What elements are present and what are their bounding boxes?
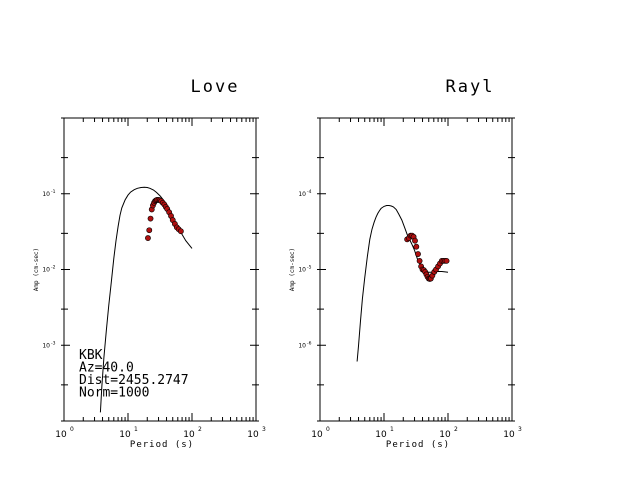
panel-2-observed-point: [413, 243, 420, 250]
panel-2-y-tick-exp: -4: [307, 189, 312, 195]
panel-1-observed-point: [145, 235, 151, 241]
panel-1-x-tick-exp: 0: [70, 426, 74, 433]
panel-2-y-axis-label: Amp (cm-sec): [289, 248, 296, 291]
panel-1-x-tick-label: 10: [247, 430, 259, 440]
panel-1-y-tick-exp: -3: [51, 340, 56, 346]
panel-2-x-tick-exp: 0: [326, 426, 330, 433]
panel-2-x-tick-exp: 2: [454, 426, 458, 433]
panel-1-x-tick-label: 10: [119, 430, 131, 440]
panel-2-plot-frame: [319, 117, 513, 422]
panel-2-observed-point: [415, 251, 421, 257]
panel-1-annotation: Az=40.0: [79, 361, 134, 376]
panel-1-y-tick-label: 10: [42, 267, 50, 274]
panel-1-x-tick-label: 10: [55, 430, 67, 440]
panel-1-x-tick-exp: 1: [134, 426, 138, 433]
panel-1-annotation: Dist=2455.2747: [79, 373, 189, 388]
panel-2-y-tick-label: 10: [298, 191, 306, 198]
panel-1-x-tick-label: 10: [183, 430, 195, 440]
panel-1-y-axis-label: Amp (cm-sec): [33, 248, 40, 291]
panel-2-observed-point: [412, 237, 418, 244]
panel-2-x-tick-label: 10: [311, 430, 323, 440]
panel-2-x-axis-label: Period (s): [386, 440, 450, 450]
panel-1-y-tick-exp: -1: [51, 189, 56, 195]
panel-1-y-tick-exp: -2: [51, 265, 56, 271]
panel-2-x-tick-exp: 1: [390, 426, 394, 433]
panel-2-x-tick-label: 10: [439, 430, 451, 440]
panel-2-x-tick-label: 10: [375, 430, 387, 440]
panel-1-observed-point: [177, 228, 184, 235]
panel-1-title: Love: [191, 77, 240, 97]
panel-2-title: Rayl: [446, 77, 495, 97]
panel-2-observed-point: [443, 257, 450, 264]
panel-2-x-tick-label: 10: [503, 430, 515, 440]
panel-1-y-tick-label: 10: [42, 191, 50, 198]
panel-1-observed-point: [147, 215, 154, 222]
panel-2-y-tick-exp: -5: [307, 265, 312, 271]
panel-1-x-tick-exp: 2: [198, 426, 202, 433]
panel-2-y-tick-exp: -6: [307, 340, 312, 346]
panel-1-annotation: Norm=1000: [79, 386, 149, 401]
panel-1-observed-point: [146, 227, 153, 234]
panel-2-y-tick-label: 10: [298, 342, 306, 349]
panel-1-x-tick-exp: 3: [262, 426, 266, 433]
panel-2-observed-point: [416, 257, 423, 264]
panel-1-annotation: KBK: [79, 348, 103, 363]
panel-1-y-tick-label: 10: [42, 342, 50, 349]
panel-2-x-tick-exp: 3: [518, 426, 522, 433]
panel-2-y-tick-label: 10: [298, 267, 306, 274]
panel-1-x-axis-label: Period (s): [130, 440, 194, 450]
panel-2-model-curve: [356, 205, 449, 362]
